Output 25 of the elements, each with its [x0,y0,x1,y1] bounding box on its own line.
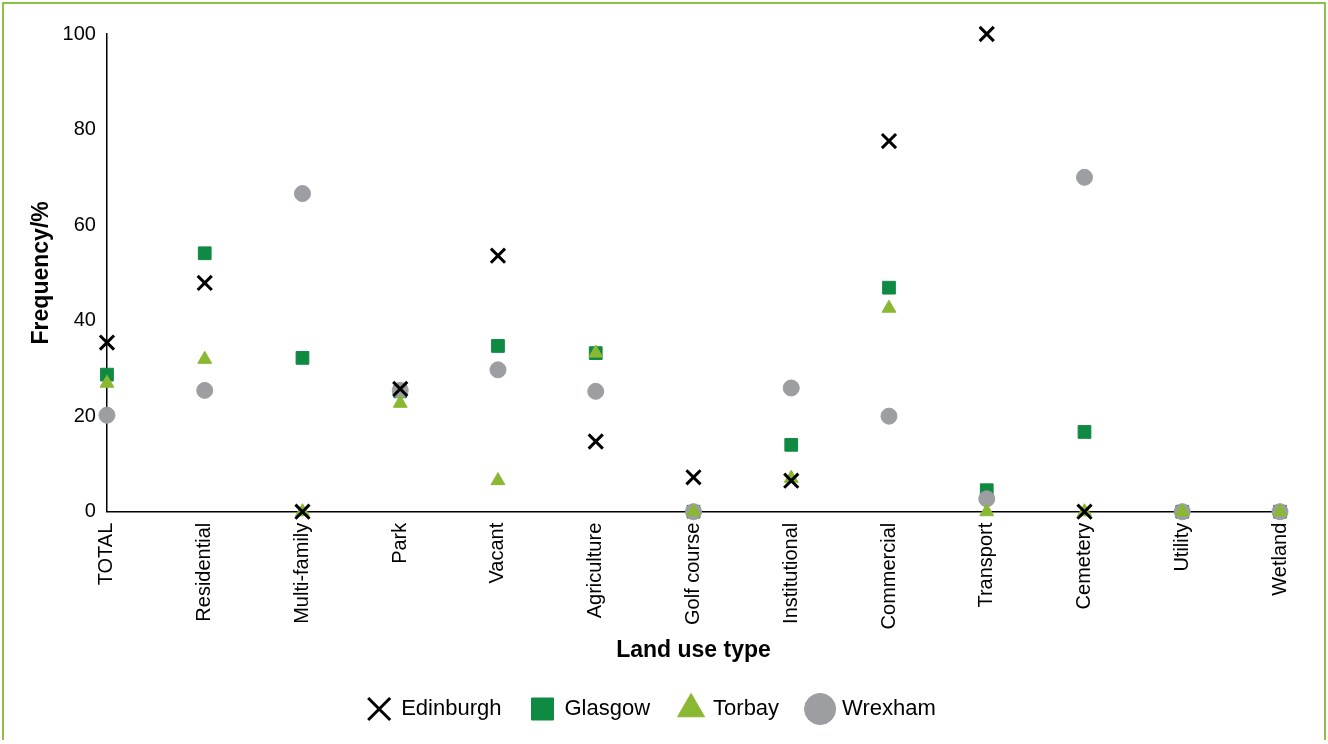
legend-label: Wrexham [842,695,936,721]
x-tick-label: Utility [1169,522,1192,572]
x-tick-label: Wetland [1267,522,1290,596]
x-tick-label: Agriculture [583,522,606,619]
y-tick-label: 0 [84,499,96,522]
x-tick-label: Institutional [778,522,801,624]
y-tick-label: 60 [73,212,96,235]
legend-label: Torbay [713,695,780,721]
x-tick-label: Cemetery [1072,522,1095,610]
x-tick-label: Transport [974,522,997,608]
y-tick-label: 100 [62,21,96,44]
x-axis-title: Land use type [616,635,771,662]
x-tick-label: TOTAL [94,522,117,586]
x-tick-label: Multi-family [289,522,312,624]
x-tick-label: Commercial [876,522,899,630]
x-tick-label: Vacant [485,522,508,584]
legend-label: Edinburgh [401,695,502,721]
x-tick-label: Residential [192,522,215,622]
y-tick-label: 80 [73,117,96,140]
legend-label: Glasgow [564,695,651,721]
x-tick-label: Park [387,521,410,564]
y-axis-title: Frequency/% [27,201,54,345]
x-tick-label: Golf course [681,522,703,625]
y-tick-label: 20 [73,403,96,426]
y-tick-label: 40 [73,308,96,331]
